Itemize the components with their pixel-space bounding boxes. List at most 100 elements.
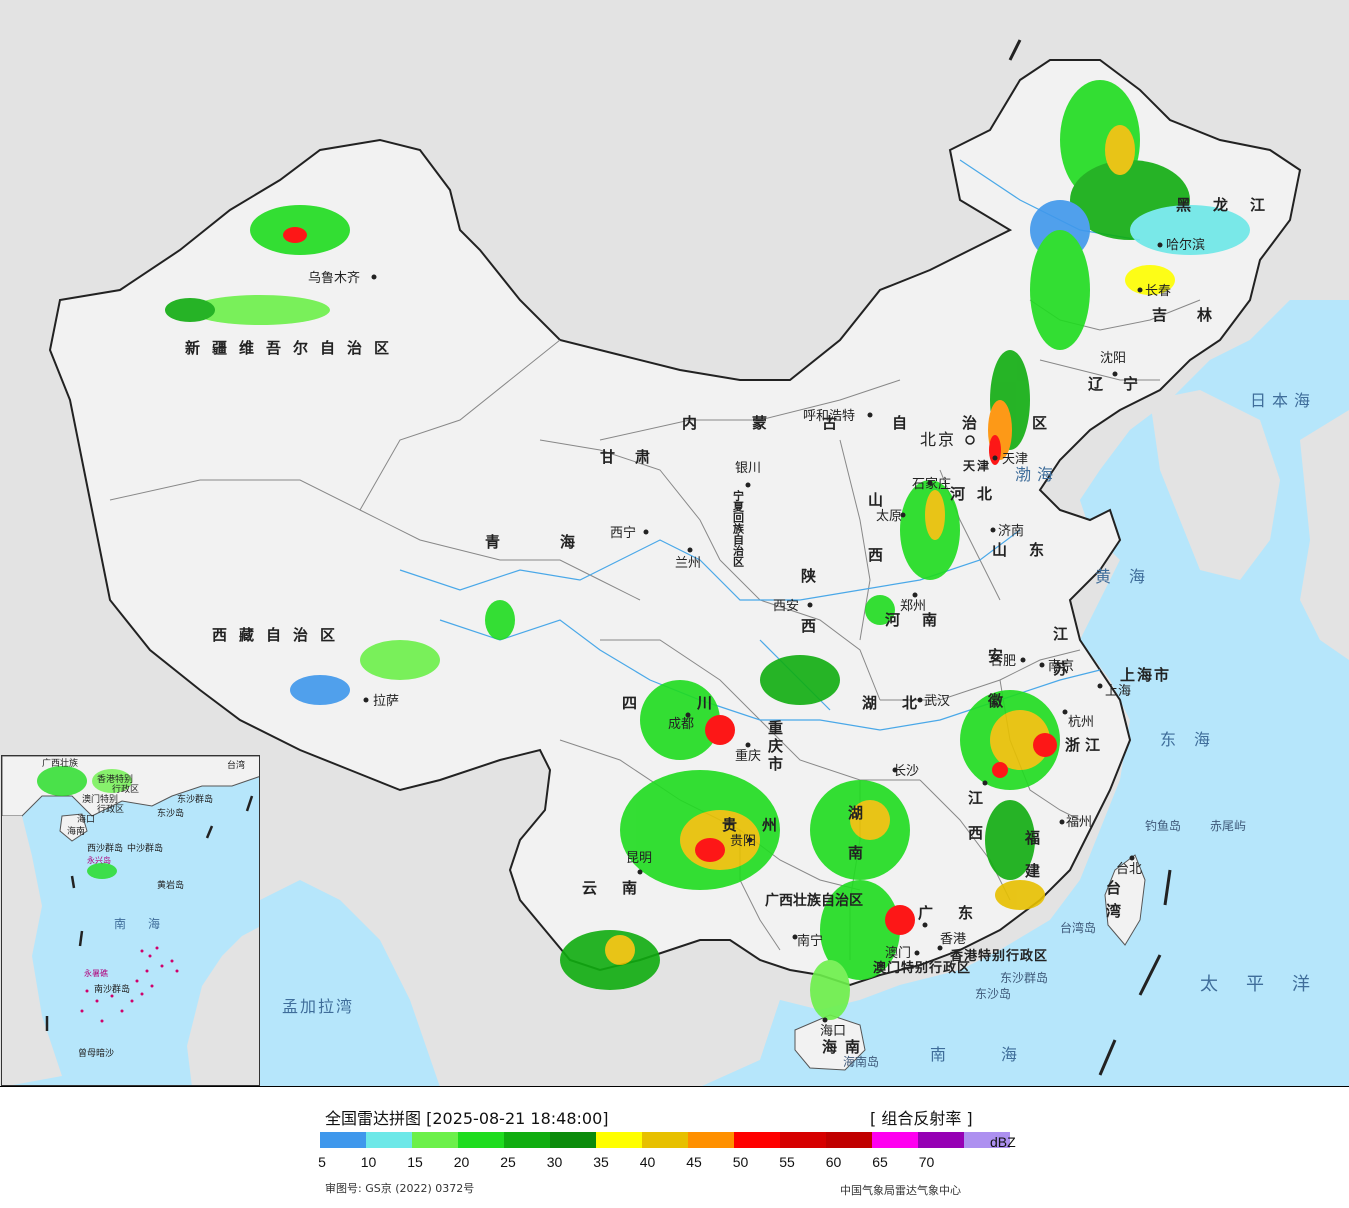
sea-label: 东海 [1160, 730, 1228, 749]
inset-label: 永兴岛 [87, 855, 111, 865]
city-label: 沈阳 [1100, 351, 1126, 366]
province-label: 甘肃 [600, 448, 670, 466]
province-label: 台湾 [1104, 879, 1122, 926]
scale-label: 65 [872, 1154, 888, 1170]
scale-swatch-5 [320, 1132, 366, 1148]
scale-swatch-35 [596, 1132, 642, 1148]
inset-hainan [59, 813, 88, 842]
inset-label: 行政区 [112, 783, 139, 795]
city-label: 台北 [1116, 862, 1142, 877]
sea-label: 日本海 [1250, 391, 1316, 410]
province-label: 陕西 [799, 567, 817, 668]
province-label: 安徽 [986, 647, 1004, 738]
province-label: 青海 [485, 533, 635, 551]
scale-label: 20 [453, 1154, 470, 1170]
inset-label: 黄岩岛 [157, 879, 184, 891]
island-label: 东沙群岛 [1000, 970, 1048, 985]
city-label: 武汉 [924, 694, 950, 709]
color-scale-labels: 5 10 15 20 25 30 35 40 45 50 55 60 65 70 [318, 1154, 980, 1170]
city-label: 贵阳 [730, 834, 756, 849]
city-label: 天津 [1002, 452, 1028, 467]
inset-label: 西沙群岛 [87, 842, 123, 854]
province-label: 黑龙江 [1176, 196, 1287, 214]
radar-echoes [165, 80, 1250, 1020]
inset-label: 中沙群岛 [127, 842, 163, 854]
radar-map[interactable]: 新疆维吾尔自治区 西藏自治区 青海 甘肃 内蒙古自治区 黑龙江 吉林 辽宁 河北… [0, 0, 1349, 1087]
province-label: 新疆维吾尔自治区 [185, 339, 401, 357]
province-label: 贵州 [722, 816, 802, 834]
scale-label: 15 [407, 1154, 423, 1170]
province-label: 重庆市 [766, 719, 784, 774]
scale-swatch-15 [412, 1132, 458, 1148]
city-label: 昆明 [626, 851, 652, 866]
city-label: 西安 [773, 599, 799, 614]
inset-label: 东沙群岛 [177, 793, 213, 805]
scale-swatch-45 [688, 1132, 734, 1148]
province-label: 江西 [966, 789, 984, 860]
province-label: 宁夏回族自治区 [732, 489, 745, 568]
sea-label: 孟加拉湾 [282, 997, 354, 1016]
city-label: 成都 [668, 717, 694, 732]
city-label: 重庆 [735, 748, 761, 764]
city-label: 拉萨 [373, 694, 399, 709]
inset-label: 台湾 [227, 759, 245, 771]
legend-product: [ 组合反射率 ] [870, 1109, 973, 1128]
scale-swatch-30 [550, 1132, 596, 1148]
inset-label: 南沙群岛 [94, 983, 130, 995]
province-label: 湖南 [846, 805, 864, 885]
inset-islands [80, 946, 179, 1023]
scale-label: 10 [360, 1154, 377, 1170]
province-label: 北京 [920, 430, 956, 449]
city-label: 杭州 [1068, 715, 1094, 730]
province-label: 江苏 [1051, 625, 1069, 696]
city-label: 太原 [876, 509, 902, 524]
city-label: 郑州 [900, 599, 926, 614]
scale-label: 40 [639, 1154, 656, 1170]
province-label: 辽宁 [1088, 375, 1158, 393]
city-label: 合肥 [990, 654, 1016, 669]
scale-swatch-50 [734, 1132, 780, 1148]
maritime-boundary [1008, 39, 1172, 1076]
legend-title: 全国雷达拼图 [2025-08-21 18:48:00] [325, 1109, 609, 1128]
city-label: 银川 [735, 461, 761, 476]
scale-swatch-10 [366, 1132, 412, 1148]
inset-label: 永暑礁 [84, 968, 108, 978]
scale-label: 55 [779, 1154, 795, 1170]
province-label: 广东 [918, 904, 998, 922]
province-label: 澳门特别行政区 [873, 960, 971, 976]
city-label: 福州 [1066, 815, 1092, 830]
inset-canvas: 广西壮族 香港特别 行政区 澳门特别 行政区 东沙群岛 东沙岛 海口 海南 西沙… [2, 756, 259, 1085]
legend: 全国雷达拼图 [2025-08-21 18:48:00] [ 组合反射率 ] 5… [0, 1088, 1349, 1208]
scale-swatch-20 [458, 1132, 504, 1148]
province-label: 湖北 [862, 694, 942, 712]
island-label: 钓鱼岛 [1145, 818, 1181, 833]
scale-swatch-75 [964, 1132, 1010, 1148]
inset-label: 东沙岛 [157, 807, 184, 819]
city-markers [363, 242, 1163, 1023]
province-label: 河南 [885, 611, 959, 629]
sea-labels: 日本海 渤海 黄海 东海 太平洋 南海 孟加拉湾 [282, 391, 1338, 1064]
scale-label: 60 [825, 1154, 842, 1170]
color-scale [320, 1132, 1010, 1148]
city-label: 乌鲁木齐 [308, 270, 360, 286]
map-canvas: 新疆维吾尔自治区 西藏自治区 青海 甘肃 内蒙古自治区 黑龙江 吉林 辽宁 河北… [0, 0, 1349, 1086]
inset-label: 广西壮族 [42, 757, 78, 769]
sea-label: 太平洋 [1200, 974, 1338, 995]
scale-label: 30 [546, 1154, 563, 1170]
japan-land [1300, 410, 1349, 660]
island-label: 东沙岛 [975, 986, 1011, 1001]
province-label: 广西壮族自治区 [765, 892, 863, 909]
province-label: 福建 [1023, 829, 1041, 896]
province-labels: 新疆维吾尔自治区 西藏自治区 青海 甘肃 内蒙古自治区 黑龙江 吉林 辽宁 河北… [185, 196, 1287, 1056]
province-label: 西藏自治区 [212, 626, 347, 644]
city-label: 长春 [1145, 284, 1171, 299]
city-labels: 乌鲁木齐 拉萨 西宁 兰州 银川 呼和浩特 哈尔滨 长春 沈阳 天津 石家庄 太… [308, 237, 1205, 1039]
scale-label: 70 [918, 1154, 935, 1170]
island-label: 台湾岛 [1060, 920, 1096, 935]
province-label: 内蒙古自治区 [682, 414, 1102, 432]
city-label: 南宁 [797, 933, 823, 949]
korea-land [1150, 390, 1280, 580]
taiwan-land [1104, 854, 1146, 946]
sea-bengal [260, 880, 440, 1086]
inset-label: 香港特别 [97, 773, 133, 785]
